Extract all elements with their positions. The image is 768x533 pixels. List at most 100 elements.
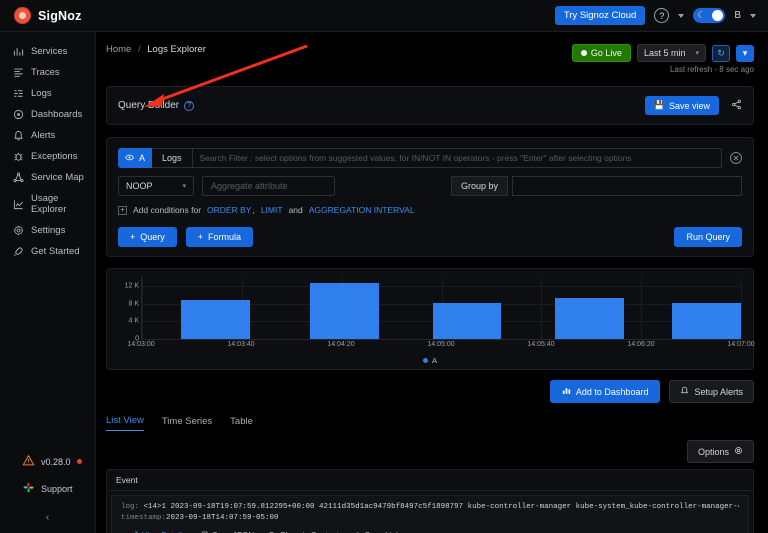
query-builder-panel: A Logs Search Filter : select options fr… xyxy=(106,137,754,257)
try-signoz-cloud-button[interactable]: Try Signoz Cloud xyxy=(554,6,646,25)
timestamp-key: timestamp: xyxy=(121,514,167,523)
log-list-item[interactable]: log: <14>1 2023-09-18T19:07:59.812295+00… xyxy=(111,495,749,533)
eye-icon xyxy=(125,153,134,164)
close-circle-icon[interactable]: ✕ xyxy=(730,152,742,164)
data-source-select[interactable]: Logs xyxy=(152,148,193,168)
sidebar-item-service-map[interactable]: Service Map xyxy=(0,167,95,188)
query-row-filter: A Logs Search Filter : select options fr… xyxy=(118,148,742,168)
breadcrumb-home[interactable]: Home xyxy=(106,44,132,55)
bar-chart-icon xyxy=(562,386,571,397)
copy-json-label: Copy JSON xyxy=(212,531,254,533)
grid-line-vertical xyxy=(142,277,143,339)
help-chevron-down-icon[interactable] xyxy=(678,13,685,18)
data-source-value: Logs xyxy=(162,153,182,163)
version-row[interactable]: v0.28.0 xyxy=(0,448,95,475)
setup-alerts-label: Setup Alerts xyxy=(694,386,743,397)
sidebar-item-label: Exceptions xyxy=(31,151,78,162)
show-in-context-action[interactable]: Show in Context xyxy=(268,531,338,533)
sidebar-item-get-started[interactable]: Get Started xyxy=(0,241,95,262)
sidebar-collapse-icon[interactable]: ‹ xyxy=(45,512,50,523)
legend-label: A xyxy=(431,356,437,365)
log-value: <14>1 2023-09-18T19:07:59.812295+00:00 4… xyxy=(143,503,739,511)
chart-bar[interactable] xyxy=(432,302,502,339)
query-letter: A xyxy=(139,153,146,163)
add-to-dashboard-button[interactable]: Add to Dashboard xyxy=(549,380,661,403)
user-initial[interactable]: B xyxy=(734,10,741,21)
conditions-prefix: Add conditions for xyxy=(133,205,202,215)
share-icon[interactable] xyxy=(731,99,742,113)
sidebar-item-dashboards[interactable]: Dashboards xyxy=(0,104,95,125)
chart-actions: Add to Dashboard Setup Alerts xyxy=(106,380,754,403)
question-circle-icon[interactable]: ? xyxy=(654,8,670,23)
sidebar-item-settings[interactable]: Settings xyxy=(0,220,95,241)
query-builder-header-panel: Query Builder ? 💾 Save view xyxy=(106,86,754,125)
x-axis-tick-label: 14:07:00 xyxy=(727,341,755,348)
question-circle-icon[interactable]: ? xyxy=(184,100,195,111)
search-filter-input[interactable]: Search Filter : select options from sugg… xyxy=(192,148,722,168)
refresh-interval-dropdown-icon[interactable]: ▾ xyxy=(736,44,754,62)
time-range-select[interactable]: Last 5 min ▾ xyxy=(636,44,706,62)
sidebar-item-label: Service Map xyxy=(31,172,84,183)
user-chevron-down-icon[interactable] xyxy=(750,13,756,18)
bug-icon xyxy=(13,151,24,162)
legend-color-dot xyxy=(422,358,428,363)
aggregation-interval-link[interactable]: AGGREGATION INTERVAL xyxy=(308,205,415,215)
copy-json-action[interactable]: Copy JSON xyxy=(200,531,254,533)
chart-bar[interactable] xyxy=(672,303,741,339)
chart-legend[interactable]: A xyxy=(115,356,745,365)
support-row[interactable]: Support xyxy=(0,475,95,502)
sidebar-item-traces[interactable]: Traces xyxy=(0,62,95,83)
limit-link[interactable]: LIMIT xyxy=(260,205,283,215)
y-axis-tick-label: 4 K xyxy=(128,317,139,325)
add-formula-button[interactable]: + Formula xyxy=(185,227,254,247)
time-range-value: Last 5 min xyxy=(643,48,686,58)
options-button[interactable]: Options xyxy=(686,440,754,463)
add-query-label: Query xyxy=(140,232,165,242)
sidebar-item-alerts[interactable]: Alerts xyxy=(0,125,95,146)
condition-and: and xyxy=(288,205,303,215)
warning-triangle-icon xyxy=(22,454,35,469)
align-left-icon xyxy=(13,67,24,78)
chart-bar[interactable] xyxy=(555,297,625,339)
chart-bar[interactable] xyxy=(309,283,379,339)
plus-square-icon[interactable]: + xyxy=(118,205,127,215)
x-axis-tick-label: 14:04:20 xyxy=(327,341,355,348)
setup-alerts-button[interactable]: Setup Alerts xyxy=(669,380,754,403)
run-query-button[interactable]: Run Query xyxy=(674,227,742,247)
view-details-action[interactable]: View Details xyxy=(130,531,186,533)
tab-table[interactable]: Table xyxy=(230,415,253,427)
sidebar-item-label: Usage Explorer xyxy=(31,193,67,215)
order-by-link[interactable]: ORDER BY xyxy=(207,205,252,215)
log-list-panel: Event log: <14>1 2023-09-18T19:07:59.812… xyxy=(106,469,754,533)
sidebar-item-services[interactable]: Services xyxy=(0,41,95,62)
plus-icon: + xyxy=(130,232,136,242)
group-by-input[interactable] xyxy=(512,176,742,196)
logs-icon xyxy=(13,88,24,99)
brand-logo[interactable]: SigNoz xyxy=(0,7,96,24)
aggregate-attribute-input[interactable]: Aggregate attribute xyxy=(202,176,336,196)
sidebar-item-exceptions[interactable]: Exceptions xyxy=(0,146,95,167)
go-live-button[interactable]: Go Live xyxy=(571,44,631,62)
query-row-actions: + Query + Formula Run Query xyxy=(118,227,742,247)
toggle-knob xyxy=(712,10,724,21)
sidebar-item-label: Dashboards xyxy=(31,109,83,120)
sidebar-item-label: Alerts xyxy=(31,130,56,141)
save-view-button[interactable]: 💾 Save view xyxy=(644,96,719,115)
add-query-button[interactable]: + Query xyxy=(118,227,177,247)
aggregation-select[interactable]: NOOP ▾ xyxy=(118,176,194,196)
sidebar-item-usage-explorer[interactable]: Usage Explorer xyxy=(0,188,95,220)
update-dot-icon xyxy=(76,459,82,464)
chart-bar[interactable] xyxy=(180,300,250,339)
log-actions: View Details Copy JSON xyxy=(121,525,739,533)
tab-list-view[interactable]: List View xyxy=(106,415,144,431)
add-formula-label: Formula xyxy=(208,232,242,242)
sidebar-item-logs[interactable]: Logs xyxy=(0,83,95,104)
tab-time-series[interactable]: Time Series xyxy=(161,415,213,427)
query-visibility-toggle[interactable]: A xyxy=(118,148,153,168)
gear-icon xyxy=(13,225,24,236)
save-view-label: Save view xyxy=(668,100,710,111)
refresh-icon[interactable]: ↻ xyxy=(712,44,730,62)
theme-toggle[interactable]: ☾ xyxy=(693,8,726,23)
